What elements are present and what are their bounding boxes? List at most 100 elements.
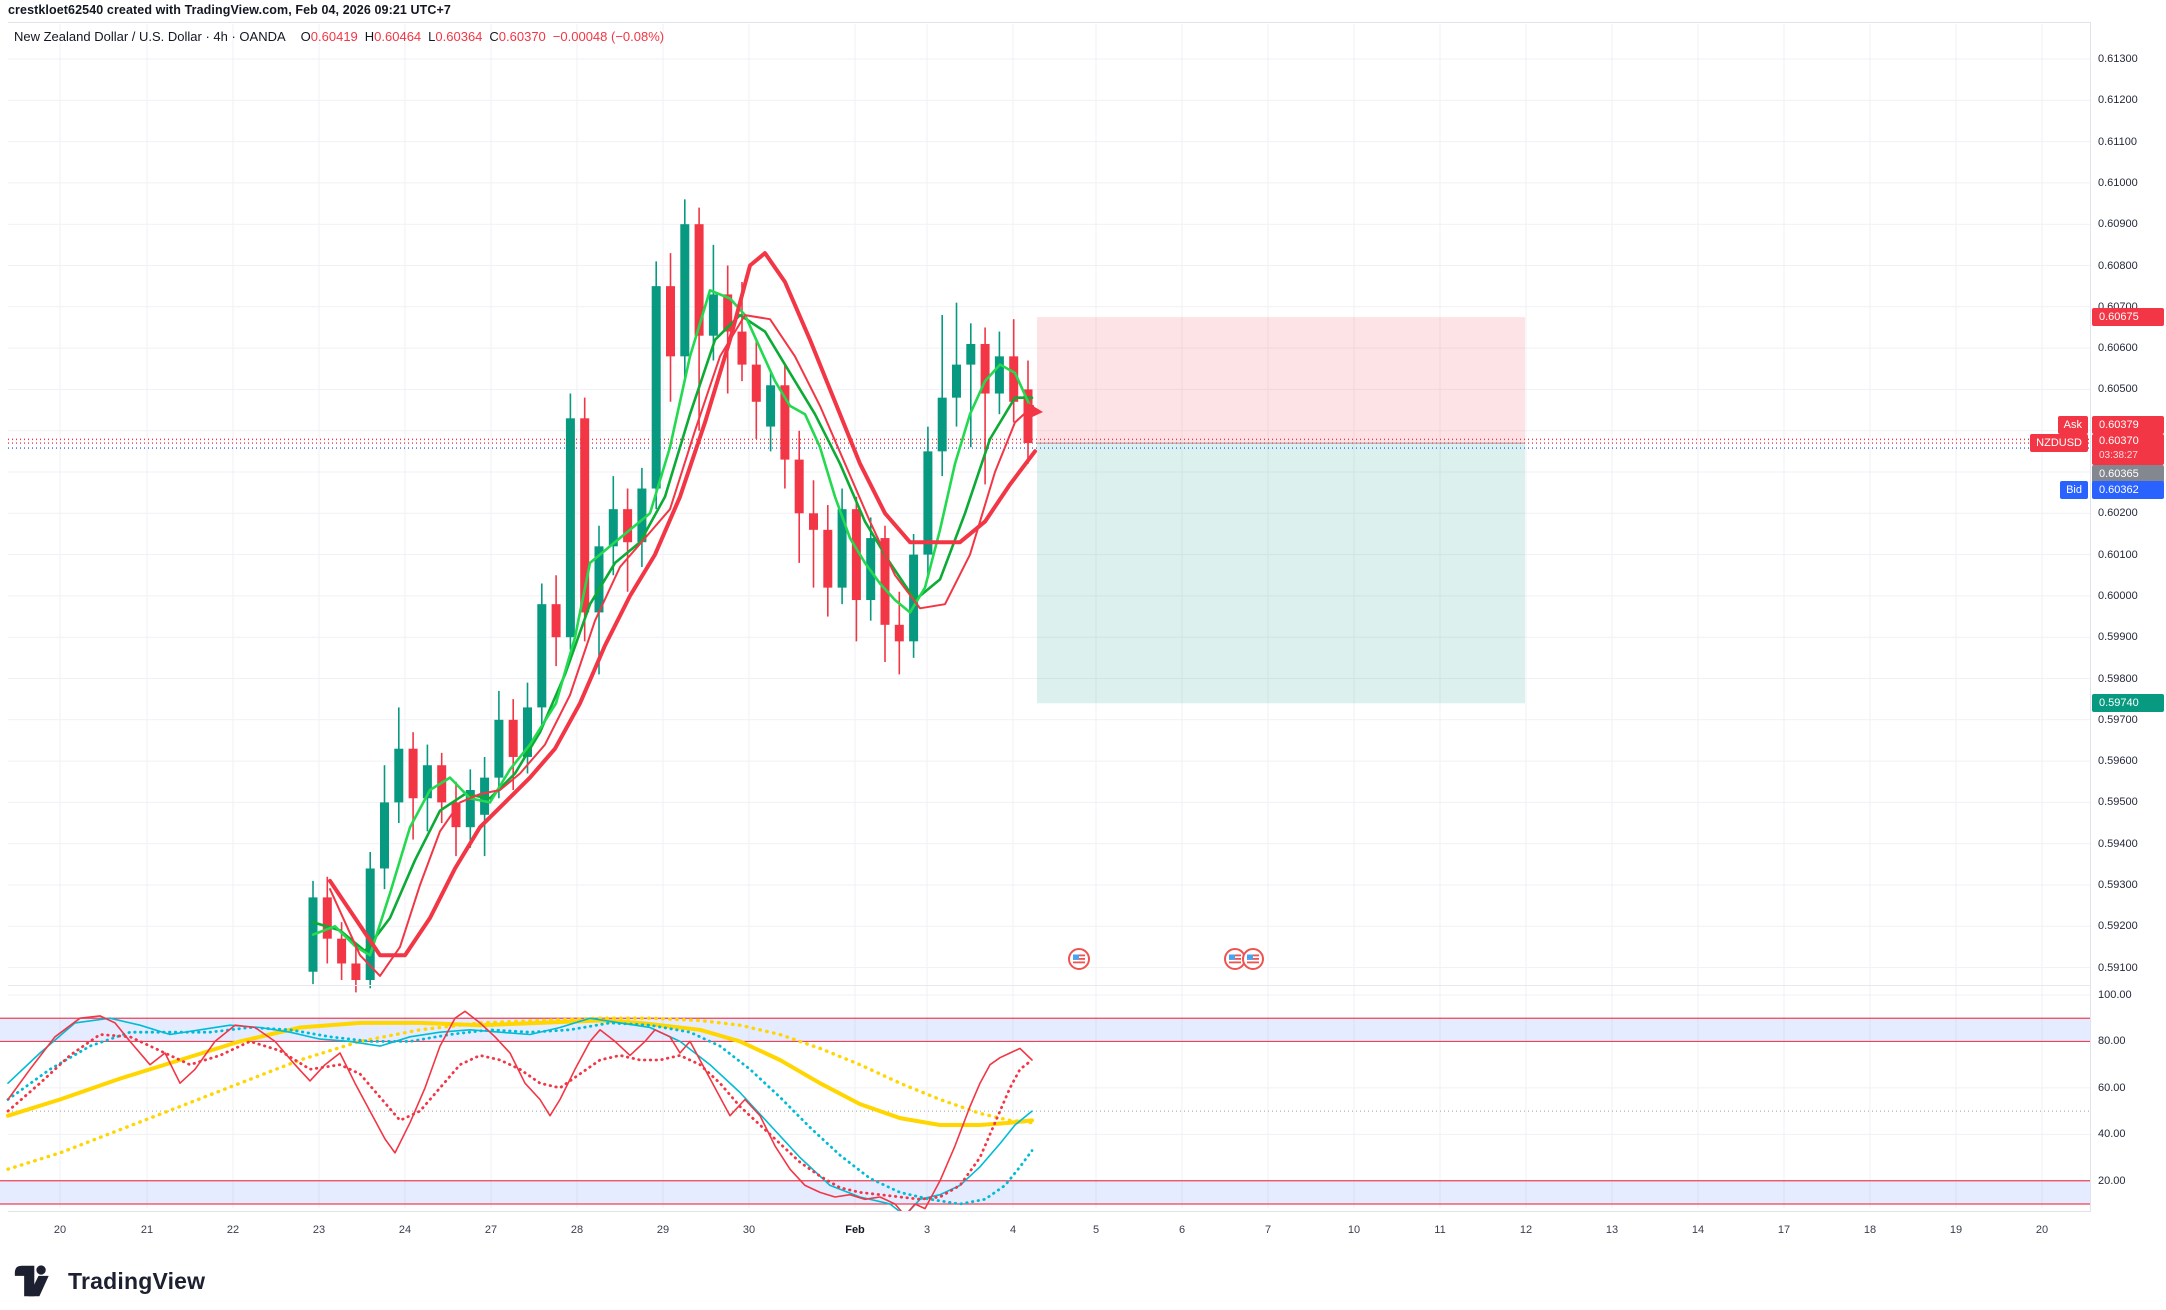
price-tick-label: 0.60600 bbox=[2098, 342, 2138, 355]
time-tick-label: 22 bbox=[226, 1224, 240, 1236]
time-tick-label: 28 bbox=[570, 1224, 584, 1236]
time-tick-label: 18 bbox=[1863, 1224, 1877, 1236]
symbol-legend[interactable]: New Zealand Dollar / U.S. Dollar · 4h · … bbox=[14, 29, 664, 44]
price-tick-label: 0.61100 bbox=[2098, 135, 2137, 148]
candle-body bbox=[894, 624, 904, 642]
open-value: 0.60419 bbox=[310, 29, 358, 44]
price-tick-label: 0.59700 bbox=[2098, 713, 2138, 726]
candle-body bbox=[880, 538, 890, 625]
candle-body bbox=[851, 509, 861, 601]
time-tick-label: 7 bbox=[1264, 1224, 1272, 1236]
change-value: −0.00048 (−0.08%) bbox=[552, 29, 665, 44]
price-tick-label: 0.59300 bbox=[2098, 879, 2138, 891]
price-tick-label: 0.59800 bbox=[2098, 672, 2138, 685]
pane-separator[interactable] bbox=[8, 985, 2090, 986]
time-tick-label: Feb bbox=[845, 1224, 865, 1236]
position-risk-box[interactable] bbox=[1037, 317, 1525, 444]
time-tick-label: 23 bbox=[312, 1224, 326, 1236]
candle-body bbox=[394, 748, 404, 803]
chart-top-border bbox=[8, 22, 2166, 23]
credit-text: crestkloet62540 created with TradingView… bbox=[8, 3, 451, 17]
candle-body bbox=[465, 790, 475, 828]
position-reward-box[interactable] bbox=[1037, 443, 1525, 704]
time-tick-label: 5 bbox=[1092, 1224, 1100, 1236]
candle-body bbox=[680, 224, 690, 357]
time-tick-label: 4 bbox=[1009, 1224, 1017, 1236]
price-tick-label: 0.59200 bbox=[2098, 920, 2138, 933]
time-tick-label: 11 bbox=[1434, 1224, 1446, 1236]
candle-body bbox=[594, 546, 604, 613]
ema-green-slow bbox=[311, 313, 1034, 953]
price-tick-label: 0.60900 bbox=[2098, 218, 2138, 231]
time-tick-label: 27 bbox=[484, 1224, 498, 1236]
chart-canvas[interactable] bbox=[0, 22, 2090, 1248]
candle-body bbox=[551, 604, 561, 638]
ma-red-thin bbox=[329, 314, 1034, 977]
us-flag-event-icon[interactable] bbox=[1242, 948, 1264, 970]
time-tick-label: 10 bbox=[1347, 1224, 1361, 1236]
price-tick-label: 0.59400 bbox=[2098, 837, 2138, 850]
time-tick-label: 21 bbox=[140, 1224, 154, 1236]
time-tick-label: 30 bbox=[742, 1224, 756, 1236]
time-axis[interactable]: 20 21 22 23 24 27 28 29 30 Feb 3 4 5 6 7 10 11 12 13 14 17 18… bbox=[0, 1212, 2090, 1248]
candle-body bbox=[694, 224, 704, 336]
time-tick-label: 19 bbox=[1949, 1224, 1963, 1236]
osc-tick-label: 80.00 bbox=[2098, 1035, 2126, 1048]
time-tick-label: 20 bbox=[53, 1224, 67, 1236]
candle-body bbox=[565, 418, 575, 638]
candle-body bbox=[766, 385, 776, 427]
price-tick-label: 0.59600 bbox=[2098, 755, 2138, 768]
symbol-title[interactable]: New Zealand Dollar / U.S. Dollar · 4h · … bbox=[14, 29, 286, 44]
price-tick-label: 0.61300 bbox=[2098, 53, 2138, 65]
osc-band bbox=[0, 1180, 2090, 1204]
candle-body bbox=[823, 529, 833, 588]
osc-tick-label: 100.00 bbox=[2098, 989, 2132, 1001]
avg-price-badge: 0.60365 bbox=[2092, 465, 2164, 483]
price-tick-label: 0.60200 bbox=[2098, 507, 2138, 520]
candle-body bbox=[623, 509, 633, 543]
time-tick-label: 13 bbox=[1605, 1224, 1619, 1236]
bid-price-badge: 0.60362 bbox=[2092, 481, 2164, 499]
candle-body bbox=[365, 868, 375, 980]
stoch-cyan-main bbox=[7, 1017, 1033, 1217]
candle-body bbox=[523, 707, 532, 757]
osc-tick-label: 20.00 bbox=[2098, 1174, 2126, 1187]
candle-body bbox=[451, 802, 461, 828]
ema-green-fast bbox=[311, 288, 1032, 957]
price-axis[interactable]: 0.61300 0.61200 0.61100 0.61000 0.60900 0.608… bbox=[2091, 22, 2166, 1212]
candle-body bbox=[380, 802, 389, 869]
candle-body bbox=[608, 509, 618, 547]
candle-body bbox=[351, 963, 361, 980]
close-value: 0.60370 bbox=[498, 29, 546, 44]
candle-body bbox=[651, 286, 661, 489]
candle-body bbox=[923, 451, 933, 555]
tradingview-logo-text: TradingView bbox=[68, 1267, 206, 1294]
stoch-yellow-signal bbox=[6, 1016, 1034, 1171]
stoch-red-main bbox=[7, 1010, 1033, 1217]
last-price-badge: 0.60370 03:38:27 bbox=[2092, 434, 2164, 465]
time-tick-label: 14 bbox=[1691, 1224, 1705, 1236]
close-label: C bbox=[489, 29, 499, 44]
us-flag-event-icon[interactable] bbox=[1068, 948, 1090, 970]
candle-body bbox=[508, 719, 518, 757]
tradingview-logo[interactable]: TradingView bbox=[14, 1262, 205, 1300]
candle-body bbox=[1009, 356, 1019, 402]
price-tick-label: 0.60800 bbox=[2098, 259, 2138, 272]
tradingview-logo-icon bbox=[14, 1265, 49, 1297]
high-value: 0.60464 bbox=[374, 29, 422, 44]
candle-body bbox=[966, 343, 976, 365]
last-price-value: 0.60370 bbox=[2099, 435, 2139, 447]
time-tick-label: 6 bbox=[1178, 1224, 1186, 1236]
osc-tick-label: 40.00 bbox=[2098, 1128, 2126, 1141]
candle-body bbox=[408, 748, 418, 799]
time-tick-label: 12 bbox=[1519, 1224, 1533, 1236]
price-axis-border bbox=[2090, 22, 2091, 1212]
candle-body bbox=[637, 488, 647, 543]
candle-body bbox=[952, 364, 961, 398]
candle-body bbox=[737, 331, 747, 365]
osc-tick-label: 60.00 bbox=[2098, 1081, 2126, 1094]
stop-price-badge: 0.60675 bbox=[2092, 308, 2164, 326]
candle-body bbox=[708, 294, 718, 336]
time-tick-label: 20 bbox=[2035, 1224, 2049, 1236]
